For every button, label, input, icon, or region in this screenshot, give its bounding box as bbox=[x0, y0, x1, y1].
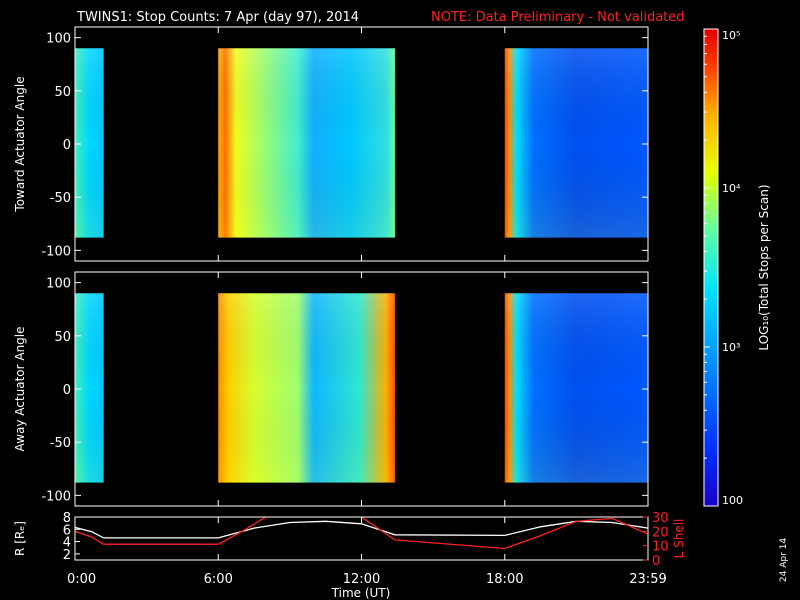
plot-title: TWINS1: Stop Counts: 7 Apr (day 97), 201… bbox=[76, 10, 359, 25]
l-shell-line bbox=[75, 517, 648, 550]
radius-line bbox=[75, 520, 648, 539]
away-y-tick-label: -50 bbox=[50, 436, 71, 451]
time-axis-label: Time (UT) bbox=[331, 586, 391, 600]
toward-segment-shading-2 bbox=[218, 48, 395, 238]
toward-y-tick-label: -100 bbox=[41, 244, 71, 259]
colorbar-tick-label: 10⁵ bbox=[722, 29, 740, 42]
time-tick-label: 0:00 bbox=[67, 572, 96, 587]
colorbar-label: LOG₁₀(Total Stops per Scan) bbox=[757, 184, 771, 350]
away-segment-shading-2 bbox=[218, 293, 395, 483]
toward-segment-shading-1 bbox=[75, 48, 104, 238]
toward-y-axis-label: Toward Actuator Angle bbox=[13, 76, 27, 212]
time-tick-label: 23:59 bbox=[629, 572, 666, 587]
time-tick-label: 6:00 bbox=[204, 572, 233, 587]
colorbar: 10⁵ 10⁴ 10³ 100 LOG₁₀(Total Stops per Scan) bbox=[703, 28, 771, 507]
time-tick-label: 18:00 bbox=[486, 572, 523, 587]
preliminary-note: NOTE: Data Preliminary - Not validated bbox=[431, 10, 685, 25]
colorbar-ticks: 10⁵ 10⁴ 10³ 100 bbox=[704, 28, 743, 507]
l-shell-tick-label: 0 bbox=[652, 554, 660, 569]
colorbar-gradient bbox=[703, 28, 719, 507]
radius-tick-label: 2 bbox=[63, 548, 71, 563]
away-y-tick-label: 100 bbox=[46, 277, 71, 292]
away-y-ticks: 100 50 0 -50 -100 bbox=[41, 277, 648, 504]
time-tick-label: 12:00 bbox=[343, 572, 380, 587]
away-y-tick-label: -100 bbox=[41, 489, 71, 504]
toward-segment-shading-3 bbox=[504, 48, 648, 238]
toward-y-tick-label: 50 bbox=[54, 85, 71, 100]
away-segment-shading-1 bbox=[75, 293, 104, 483]
toward-y-tick-label: 0 bbox=[63, 138, 71, 153]
away-y-tick-label: 0 bbox=[63, 383, 71, 398]
l-shell-tick-label: 20 bbox=[652, 525, 669, 540]
radius-tick-label: 8 bbox=[63, 511, 71, 526]
away-heatmap-cells bbox=[75, 293, 648, 483]
l-shell-axis-label: L Shell bbox=[672, 519, 686, 559]
toward-y-tick-label: -50 bbox=[50, 191, 71, 206]
toward-y-ticks: 100 50 0 -50 -100 bbox=[41, 32, 648, 259]
toward-y-tick-label: 100 bbox=[46, 32, 71, 47]
away-y-tick-label: 50 bbox=[54, 330, 71, 345]
radius-tick-label: 4 bbox=[63, 536, 71, 551]
colorbar-tick-label: 10³ bbox=[722, 341, 740, 354]
colorbar-tick-label: 10⁴ bbox=[722, 182, 741, 195]
radius-tick-label: 6 bbox=[63, 523, 71, 538]
toward-heatmap-cells bbox=[75, 48, 648, 238]
l-shell-tick-label: 10 bbox=[652, 540, 669, 555]
generation-date-stamp: 24 Apr 14 bbox=[779, 538, 789, 582]
toward-heatmap-panel: 100 50 0 -50 -100 Toward Actuator Angle bbox=[13, 26, 649, 262]
radius-axis-label: R [Rₑ] bbox=[13, 521, 27, 556]
l-shell-tick-label: 30 bbox=[652, 511, 669, 526]
time-x-ticks: 0:00 6:00 12:00 18:00 23:59 bbox=[67, 27, 667, 587]
colorbar-tick-label: 100 bbox=[722, 494, 743, 507]
away-heatmap-panel: 100 50 0 -50 -100 Away Actuator Angle bbox=[13, 271, 649, 507]
away-y-axis-label: Away Actuator Angle bbox=[13, 326, 27, 451]
orbit-lines bbox=[75, 517, 648, 550]
away-segment-shading-3 bbox=[504, 293, 648, 483]
